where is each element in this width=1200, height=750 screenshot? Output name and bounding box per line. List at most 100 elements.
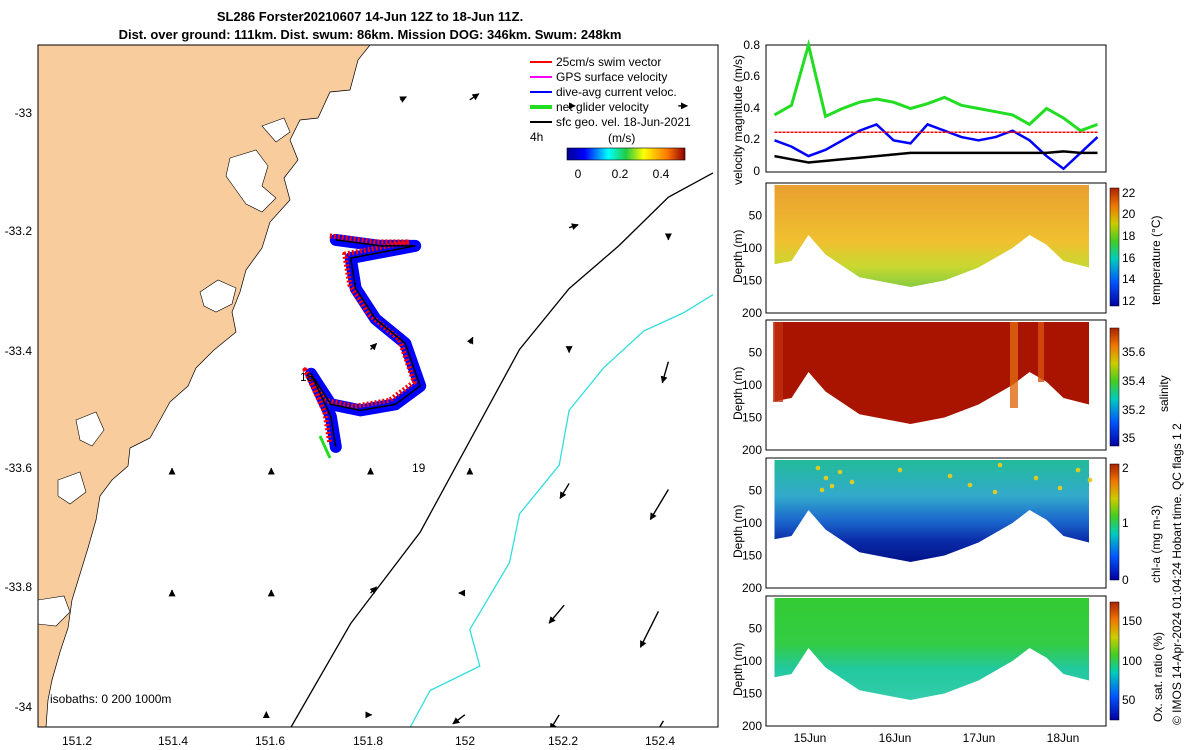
chla-high-point: [849, 479, 855, 485]
lake: [225, 149, 277, 213]
vel-ytick: 0.8: [743, 38, 760, 52]
map-frame: [37, 44, 719, 728]
chl-cbtick: 2: [1122, 461, 1129, 475]
map-x-ticks: 151.2 151.4 151.6 151.8 152 152.2 152.4: [62, 734, 675, 748]
chla-high-point: [897, 467, 903, 473]
map-xtick: 151.4: [158, 734, 188, 748]
isobath-1000m: [409, 294, 714, 727]
temperature-ylabel: Depth (m): [731, 230, 745, 283]
chla-high-point: [1057, 485, 1063, 491]
day-label-19: 19: [412, 461, 426, 475]
date-tick: 15Jun: [794, 731, 827, 745]
day-label-18: 18: [300, 370, 314, 384]
salinity-colorbar: [1109, 327, 1120, 447]
depth-tick: 200: [742, 443, 762, 457]
map-xtick: 151.2: [62, 734, 92, 748]
isobaths-label: isobaths: 0 200 1000m: [50, 692, 171, 706]
depth-tick: 100: [742, 516, 762, 530]
colorbar-scale-label: 4h: [530, 130, 543, 144]
temperature-cblabel: temperature (°C): [1149, 216, 1163, 306]
lake: [38, 595, 71, 627]
velocity-series-line: [774, 150, 1098, 164]
depth-tick: 200: [742, 581, 762, 595]
velocity-panel: 0.8 0.6 0.4 0.2 0 velocity magnitude (m/…: [731, 38, 1107, 185]
date-tick: 18Jun: [1047, 731, 1080, 745]
date-tick: 16Jun: [879, 731, 912, 745]
depth-ticks: 50 100 150 200 50 100 150 200 50 100 150 200 50 100 15…: [742, 209, 762, 734]
temperature-field: [774, 185, 1089, 287]
chla-high-point: [823, 475, 829, 481]
chla-panel: 2 1 0 chl-a (mg m-3) Depth (m): [731, 457, 1163, 589]
ox-cbtick: 150: [1122, 614, 1142, 628]
salinity-low-patch: [773, 322, 783, 402]
geo-vector-arrow: [660, 361, 670, 384]
salinity-panel: 35.6 35.4 35.2 35 salinity Depth (m): [731, 319, 1171, 451]
geo-vector-arrow: [549, 714, 560, 727]
oxygen-cblabel: Ox. sat. ratio (%): [1151, 632, 1165, 722]
salinity-cblabel: salinity: [1157, 375, 1171, 412]
temp-cbtick: 12: [1122, 294, 1136, 308]
geo-vector-arrow: [649, 489, 669, 521]
depth-tick: 200: [742, 306, 762, 320]
chla-field: [774, 460, 1089, 562]
map-legend: 25cm/s swim vector GPS surface velocity …: [530, 55, 691, 181]
depth-tick: 150: [742, 549, 762, 563]
chla-ylabel: Depth (m): [731, 505, 745, 558]
vel-ytick: 0.6: [743, 69, 760, 83]
depth-tick: 50: [749, 484, 763, 498]
map-xtick: 152.4: [645, 734, 675, 748]
figure-title-line2: Dist. over ground: 111km. Dist. swum: 86…: [118, 27, 622, 42]
chla-cblabel: chl-a (mg m-3): [1149, 505, 1163, 583]
date-tick: 17Jun: [963, 731, 996, 745]
section-panels: 22 20 18 16 14 12 temperature (°C) Depth…: [731, 182, 1171, 745]
salinity-low-patch: [1010, 322, 1018, 408]
geo-vector-arrow: [658, 720, 665, 727]
depth-tick: 150: [742, 274, 762, 288]
map-ytick: -33.2: [5, 224, 33, 238]
geo-vector-arrow: [466, 336, 474, 345]
chla-high-point: [1075, 467, 1081, 473]
colorbar-tick: 0.2: [612, 167, 629, 181]
temp-cbtick: 18: [1122, 229, 1136, 243]
depth-tick: 50: [749, 346, 763, 360]
chl-cbtick: 1: [1122, 516, 1129, 530]
sal-cbtick: 35.6: [1122, 345, 1146, 359]
map-panel: 18 19 isobaths: 0 200 1000m 25cm/s swim …: [5, 44, 719, 748]
depth-tick: 200: [742, 719, 762, 733]
salinity-ylabel: Depth (m): [731, 367, 745, 420]
vel-ytick: 0.2: [743, 132, 760, 146]
temperature-panel: 22 20 18 16 14 12 temperature (°C) Depth…: [731, 182, 1163, 314]
oxygen-panel: 150 100 50 Ox. sat. ratio (%) Depth (m): [731, 595, 1165, 727]
swim-vector-band: [302, 233, 417, 444]
map-ytick: -33.4: [5, 344, 33, 358]
geo-vector-arrow: [369, 586, 378, 594]
vel-ytick: 0.4: [743, 101, 760, 115]
imos-credit: © IMOS 14-Apr-2024 01:04:24 Hobart time.…: [1170, 423, 1184, 725]
chla-high-point: [819, 487, 825, 493]
geo-velocity-vectors: [168, 93, 688, 727]
depth-tick: 100: [742, 654, 762, 668]
velocity-ylabel: velocity magnitude (m/s): [731, 55, 745, 185]
net-glider-velocity-arrow: [318, 435, 332, 459]
geo-vector-arrow: [469, 93, 480, 101]
depth-tick: 100: [742, 378, 762, 392]
chla-high-point: [1033, 475, 1039, 481]
chla-high-points: [815, 462, 1093, 495]
legend-gps-label: GPS surface velocity: [556, 70, 667, 84]
date-ticks: 15Jun 16Jun 17Jun 18Jun: [794, 731, 1080, 745]
lake: [261, 117, 291, 143]
temp-cbtick: 14: [1122, 272, 1136, 286]
chla-high-point: [829, 483, 835, 489]
chla-high-point: [967, 482, 973, 488]
geo-vector-arrow: [568, 223, 579, 230]
chla-colorbar: [1109, 463, 1120, 581]
legend-geo-label: sfc geo. vel. 18-Jun-2021: [556, 115, 691, 129]
sal-cbtick: 35: [1122, 431, 1136, 445]
lake: [75, 411, 105, 447]
depth-tick: 50: [749, 622, 763, 636]
geo-vector-arrow: [452, 714, 466, 725]
oxygen-field: [774, 598, 1089, 700]
map-ytick: -33.8: [5, 580, 33, 594]
temperature-colorbar: [1109, 187, 1120, 307]
legend-swim-label: 25cm/s swim vector: [556, 55, 661, 69]
